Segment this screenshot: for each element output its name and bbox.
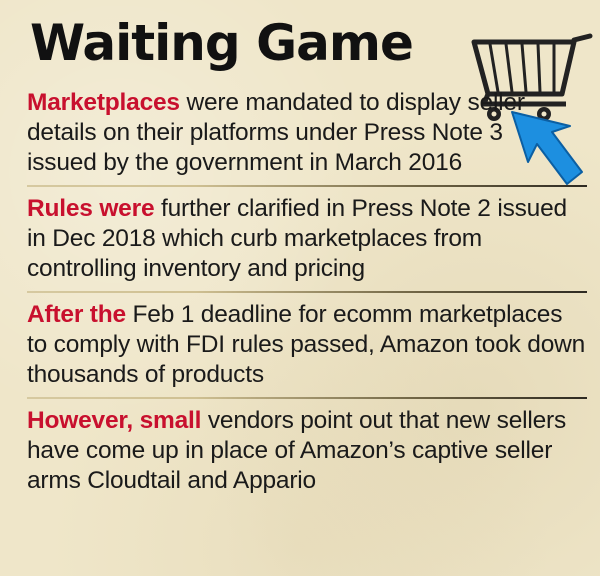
item-body: Feb 1 deadline for ecomm marketplaces to… xyxy=(27,301,586,388)
shopping-cart-icon xyxy=(471,33,593,185)
divider xyxy=(27,185,587,187)
divider xyxy=(27,397,587,399)
item-lead: After the xyxy=(27,301,126,328)
item-body: further clarified in Press Note 2 issued… xyxy=(27,195,567,282)
item-lead: However, small xyxy=(27,407,202,434)
list-item: Marketplaces were mandated to display se… xyxy=(27,88,527,178)
page-title: Waiting Game xyxy=(30,14,414,72)
item-lead: Rules were xyxy=(27,195,155,222)
item-body: were mandated to display seller details … xyxy=(27,89,525,176)
cursor-arrow-icon xyxy=(511,111,583,185)
list-item: Rules were further clarified in Press No… xyxy=(27,194,587,284)
list-item: After the Feb 1 deadline for ecomm marke… xyxy=(27,300,587,390)
item-body: vendors point out that new sellers have … xyxy=(27,407,567,494)
item-lead: Marketplaces xyxy=(27,89,180,116)
list-item: However, small vendors point out that ne… xyxy=(27,406,587,496)
bullet-list: Marketplaces were mandated to display se… xyxy=(27,88,587,496)
divider xyxy=(27,291,587,293)
